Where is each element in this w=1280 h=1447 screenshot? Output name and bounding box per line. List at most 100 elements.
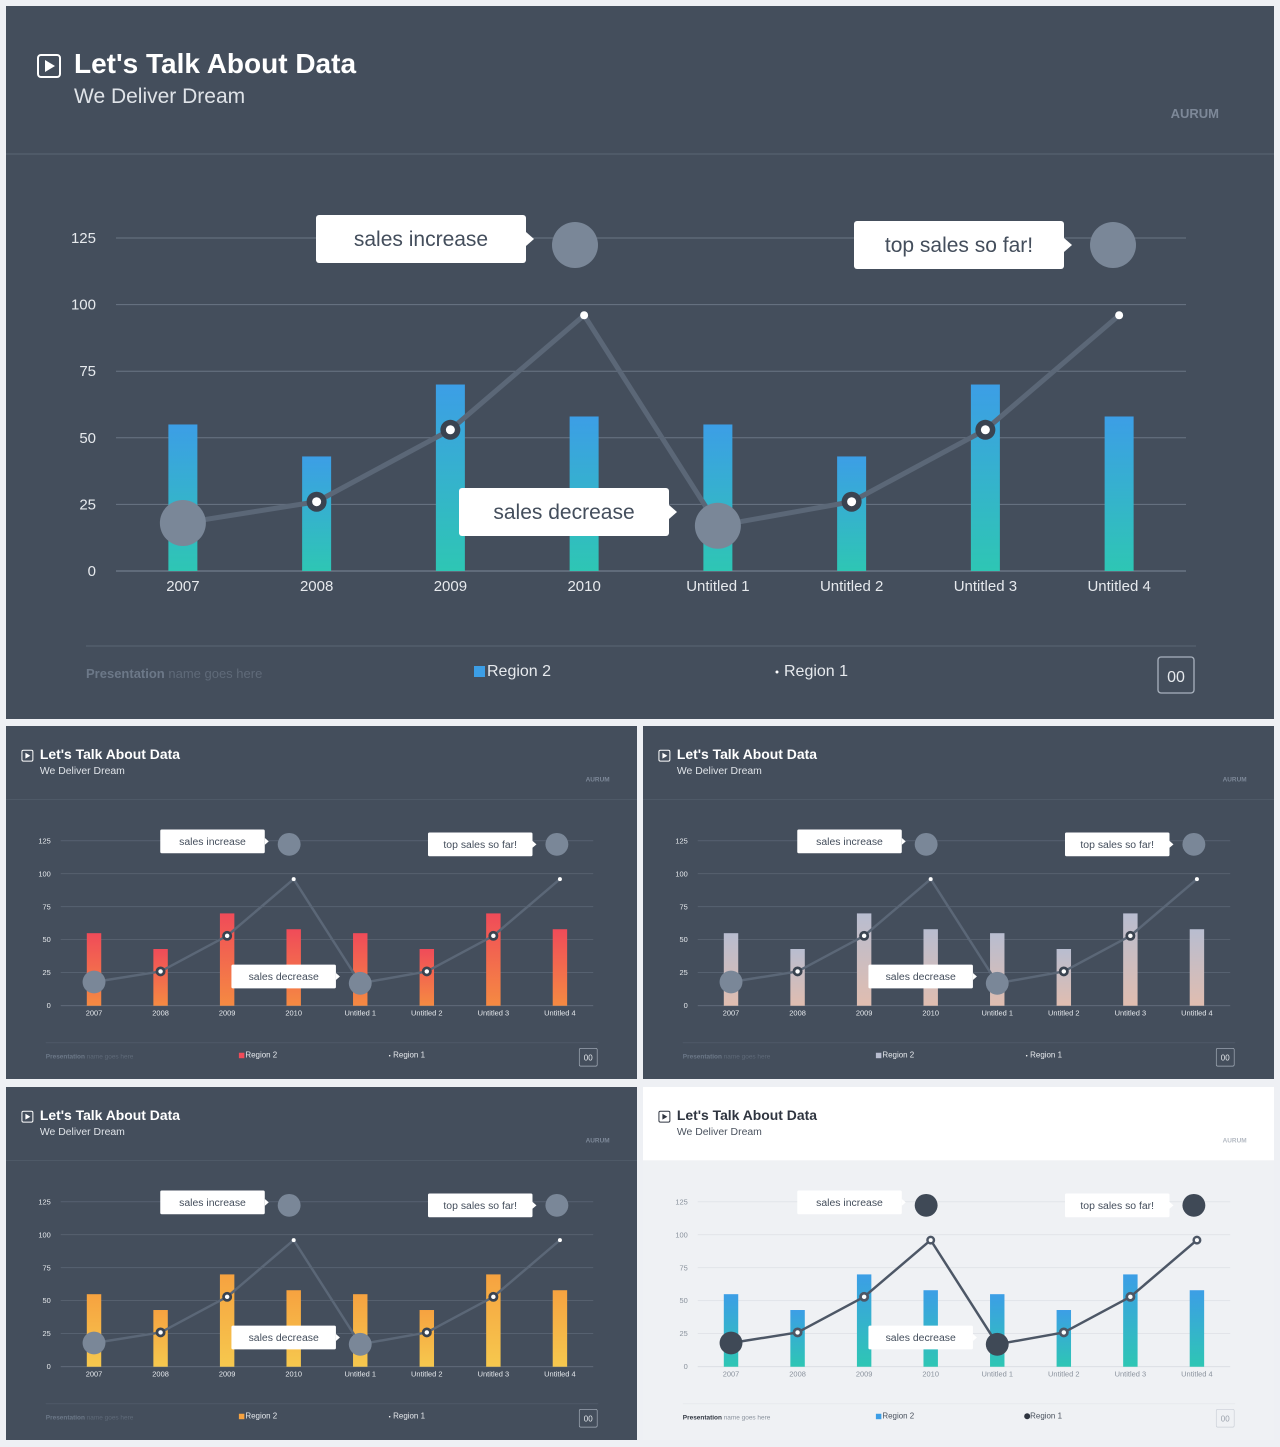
callout-pointer (1169, 840, 1174, 848)
line-point (557, 877, 562, 882)
footer-presentation-bold: Presentation (683, 1054, 722, 1061)
y-tick-label: 125 (675, 1197, 687, 1206)
callout: sales decrease (459, 488, 677, 536)
footer-presentation: Presentation name goes here (86, 666, 262, 681)
bar-region-2 (1056, 949, 1072, 1006)
x-tick-label: Untitled 4 (1181, 1009, 1213, 1018)
callout: top sales so far! (1064, 832, 1206, 857)
callout-circle (914, 1193, 938, 1217)
x-tick-label: 2007 (723, 1370, 740, 1379)
callout-label: sales decrease (886, 972, 956, 983)
line-point (580, 311, 589, 320)
brand-label: AURUM (586, 1137, 610, 1144)
slide-subtitle: We Deliver Dream (40, 1127, 125, 1138)
callout-circle (545, 832, 569, 856)
brand-label: AURUM (1223, 1137, 1247, 1144)
y-tick-label: 25 (42, 968, 50, 977)
bar-region-2 (168, 424, 198, 571)
callout-box (160, 829, 265, 854)
callout-box (231, 1325, 336, 1350)
footer-presentation-bold: Presentation (86, 666, 165, 681)
line-point-inner (1128, 933, 1133, 939)
line-point-inner (861, 933, 867, 939)
x-tick-label: 2007 (86, 1370, 103, 1379)
callout-circle (552, 222, 598, 268)
slide-subtitle: We Deliver Dream (677, 766, 762, 777)
x-tick-label: 2010 (567, 578, 600, 595)
slide-svg: Let's Talk About Data We Deliver Dream AUR… (643, 1087, 1274, 1428)
slide-svg: Let's Talk About Data We Deliver Dream AUR… (6, 746, 637, 1067)
y-tick-label: 50 (79, 430, 96, 447)
footer-presentation-bold: Presentation (683, 1415, 722, 1422)
x-tick-label: 2008 (789, 1370, 806, 1379)
callout-pointer (532, 840, 537, 848)
play-icon-triangle (25, 752, 31, 759)
callout-circle (277, 1193, 301, 1217)
x-tick-label: Untitled 3 (1115, 1009, 1147, 1018)
legend-marker-region-1 (1025, 1054, 1028, 1057)
x-tick-label: Untitled 4 (1087, 578, 1150, 595)
page-number-box (1157, 656, 1195, 694)
callout-box (316, 215, 526, 263)
footer-presentation-rest: name goes here (85, 1415, 134, 1422)
line-point-inner (424, 1330, 430, 1335)
callout: sales decrease (231, 964, 340, 989)
line-point (557, 1238, 562, 1243)
x-tick-label: 2007 (86, 1009, 103, 1018)
y-tick-label: 50 (42, 935, 50, 944)
bar-region-2 (353, 933, 368, 1006)
bar-region-2 (1189, 1290, 1205, 1367)
bar-region-2 (219, 913, 235, 1006)
line-point-inner (980, 425, 990, 435)
slide-title: Let's Talk About Data (677, 1107, 817, 1123)
x-tick-label: Untitled 1 (982, 1009, 1014, 1018)
callout-pointer (1064, 238, 1072, 252)
play-icon (21, 1110, 34, 1123)
x-tick-label: 2008 (152, 1370, 169, 1379)
header-band (643, 1087, 1274, 1161)
y-tick-label: 25 (679, 968, 687, 977)
callout: sales increase (316, 215, 598, 268)
bar-region-2 (419, 1310, 435, 1367)
line-point-large (348, 1332, 372, 1356)
y-tick-label: 25 (679, 1329, 687, 1338)
bar-region-2 (1189, 929, 1205, 1006)
x-tick-label: 2007 (723, 1009, 740, 1018)
legend-label-region-1: Region 1 (1030, 1051, 1062, 1060)
bar-region-2 (790, 1310, 805, 1367)
callout-box (160, 1190, 265, 1215)
callout-box (1064, 832, 1170, 857)
y-tick-label: 75 (679, 902, 687, 911)
x-tick-label: 2010 (922, 1009, 939, 1018)
x-tick-label: Untitled 3 (954, 578, 1017, 595)
legend-label-region-2: Region 2 (882, 1412, 914, 1421)
page-number-box (1215, 1047, 1235, 1067)
callout-box (427, 1193, 533, 1218)
y-tick-label: 100 (675, 1230, 687, 1239)
play-icon (658, 1110, 671, 1123)
footer-presentation-rest: name goes here (85, 1054, 134, 1061)
brand-label: AURUM (1223, 776, 1247, 783)
line-point-inner (847, 497, 857, 507)
x-tick-label: Untitled 4 (544, 1009, 576, 1018)
line-point-inner (445, 425, 455, 435)
y-tick-label: 0 (47, 1362, 51, 1371)
slide-svg: Let's Talk About Data We Deliver Dream AUR… (643, 746, 1274, 1067)
callout-box (427, 832, 533, 857)
y-tick-label: 50 (42, 1296, 50, 1305)
x-tick-label: Untitled 2 (1048, 1370, 1080, 1379)
x-tick-label: Untitled 2 (820, 578, 883, 595)
slide-title: Let's Talk About Data (40, 746, 180, 762)
line-point (1115, 311, 1124, 320)
line-point-inner (224, 933, 230, 939)
footer-presentation: Presentation name goes here (46, 1415, 134, 1422)
callout: top sales so far! (427, 832, 569, 857)
callout: sales increase (797, 829, 938, 856)
line-point-large (82, 970, 106, 994)
y-tick-label: 75 (42, 902, 50, 911)
line-point-inner (928, 1238, 933, 1243)
callout-label: sales increase (816, 837, 883, 848)
legend-swatch-region-2 (875, 1052, 882, 1059)
callout-pointer (669, 505, 677, 519)
line-point-large (82, 1331, 106, 1355)
